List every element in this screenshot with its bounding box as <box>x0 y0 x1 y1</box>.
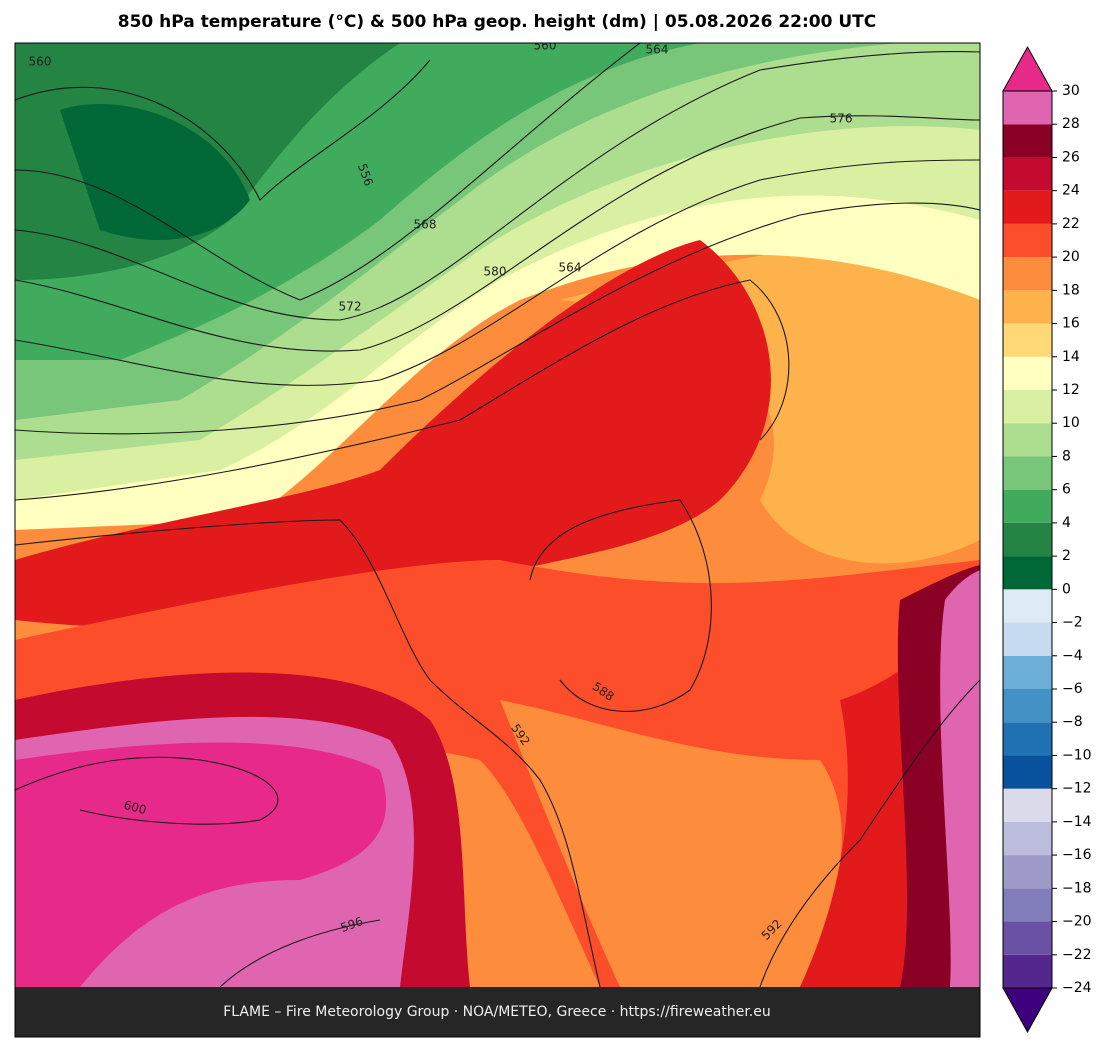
map-frame <box>14 42 981 1038</box>
colorbar-tick-label: −18 <box>1062 880 1092 896</box>
contour-label: 568 <box>414 218 437 232</box>
colorbar-tick-label: 22 <box>1062 216 1080 232</box>
colorbar-band <box>1003 456 1052 490</box>
colorbar-frame <box>1002 90 1053 989</box>
colorbar-tick-label: 24 <box>1062 183 1080 199</box>
colorbar-tick-label: −4 <box>1062 648 1083 664</box>
colorbar-tick-label: −6 <box>1062 681 1083 697</box>
colorbar-band <box>1003 522 1052 557</box>
colorbar-band <box>1003 589 1052 623</box>
colorbar-band <box>1003 423 1052 457</box>
colorbar-band <box>1003 257 1052 291</box>
colorbar-band <box>1003 223 1052 258</box>
colorbar-band <box>1003 722 1052 756</box>
colorbar-band <box>1003 157 1052 191</box>
colorbar-tick-label: 0 <box>1062 581 1071 597</box>
footer-text: FLAME – Fire Meteorology Group · NOA/MET… <box>223 1004 771 1020</box>
colorbar-tick-label: 12 <box>1062 382 1080 398</box>
colorbar-band <box>1003 323 1052 357</box>
colorbar-tick-label: −8 <box>1062 714 1083 730</box>
colorbar-tick-label: 20 <box>1062 249 1080 265</box>
colorbar-tick-label: 6 <box>1062 482 1071 498</box>
contour-label: 576 <box>830 112 853 126</box>
colorbar-extend-high <box>1002 45 1053 92</box>
colorbar-tick-label: 16 <box>1062 316 1080 332</box>
colorbar-band <box>1003 954 1052 988</box>
colorbar-band <box>1003 390 1052 424</box>
colorbar-extend-low <box>1002 987 1053 1034</box>
colorbar-tick-label: 26 <box>1062 149 1080 165</box>
contour-label: 560 <box>29 55 52 69</box>
contour-label: 564 <box>646 43 669 57</box>
colorbar-band <box>1003 290 1052 324</box>
colorbar-tick-label: −16 <box>1062 847 1092 863</box>
colorbar-band <box>1003 190 1052 224</box>
contour-label: 572 <box>339 300 362 314</box>
colorbar-tick-label: −24 <box>1062 980 1092 996</box>
colorbar-tick-label: 8 <box>1062 448 1071 464</box>
colorbar-band <box>1003 91 1052 125</box>
colorbar-tick-label: −10 <box>1062 747 1092 763</box>
contour-label: 600 <box>122 798 148 817</box>
colorbar-tick-label: 2 <box>1062 548 1071 564</box>
colorbar-tick-label: −2 <box>1062 615 1083 631</box>
colorbar-tick-label: 18 <box>1062 282 1080 298</box>
colorbar-tick-label: 10 <box>1062 415 1080 431</box>
colorbar-band <box>1003 356 1052 390</box>
contour-label: 580 <box>484 265 507 279</box>
map-area: 560 560 564 556 568 572 576 580 564 588 … <box>15 39 980 987</box>
colorbar-tick-label: −12 <box>1062 781 1092 797</box>
colorbar-band <box>1003 556 1052 590</box>
colorbar-tick-label: −20 <box>1062 914 1092 930</box>
colorbar-tick-label: 28 <box>1062 116 1080 132</box>
colorbar-tick-label: 14 <box>1062 349 1080 365</box>
colorbar-tick-label: 30 <box>1062 83 1080 99</box>
colorbar-band <box>1003 921 1052 955</box>
colorbar-band <box>1003 655 1052 689</box>
contour-label: 560 <box>534 39 557 53</box>
colorbar-band <box>1003 788 1052 822</box>
colorbar-band <box>1003 489 1052 523</box>
colorbar-tick-label: −14 <box>1062 814 1092 830</box>
colorbar-band <box>1003 622 1052 656</box>
colorbar: −24−22−20−18−16−14−12−10−8−6−4−202468101… <box>1002 45 1092 1034</box>
colorbar-band <box>1003 855 1052 889</box>
colorbar-tick-label: −22 <box>1062 947 1092 963</box>
colorbar-band <box>1003 821 1052 856</box>
colorbar-band <box>1003 755 1052 789</box>
footer-bar <box>15 987 980 1037</box>
colorbar-band <box>1003 124 1052 158</box>
map-title: 850 hPa temperature (°C) & 500 hPa geop.… <box>118 12 877 32</box>
contour-label: 564 <box>559 261 582 275</box>
colorbar-band <box>1003 888 1052 922</box>
colorbar-band <box>1003 689 1052 723</box>
colorbar-tick-label: 4 <box>1062 515 1071 531</box>
